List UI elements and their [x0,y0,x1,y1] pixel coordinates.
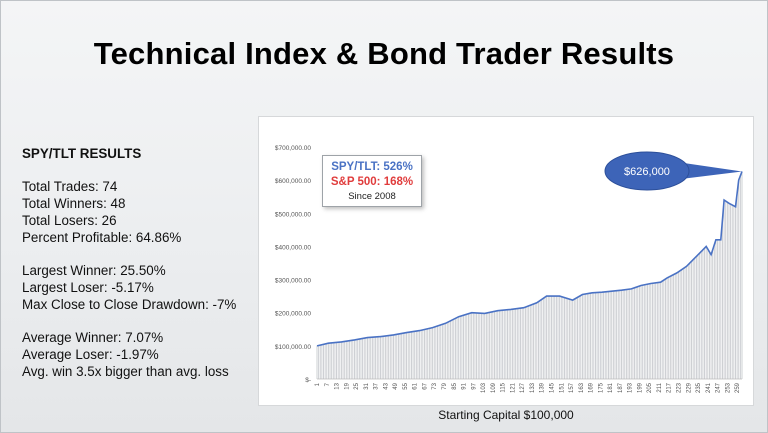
total-trades: Total Trades: 74 [22,179,118,194]
x-tick-label: 211 [657,382,663,392]
x-tick-label: 115 [501,382,507,392]
x-tick-label: 31 [364,382,370,389]
x-tick-label: 1 [315,382,321,386]
x-tick-label: 55 [403,382,409,389]
extremes-group: Largest Winner: 25.50% Largest Loser: -5… [22,262,262,313]
x-tick-label: 199 [637,382,643,393]
page-title: Technical Index & Bond Trader Results [93,36,675,71]
legend-spytlt: SPY/TLT: 526% [331,161,413,173]
x-tick-label: 79 [442,382,448,389]
callout: $626,000 [604,151,742,191]
equity-chart: $- $100,000.00 $200,000.00 $300,000.00 $400,… [258,116,754,406]
callout-pointer [677,162,742,179]
equity-line [316,171,743,347]
x-tick-label: 19 [344,382,350,389]
x-tick-label: 13 [335,382,341,389]
x-tick-label: 157 [569,382,575,393]
results-panel: SPY/TLT RESULTS Total Trades: 74 Total W… [22,145,262,396]
x-tick-label: 145 [549,382,555,393]
percent-profitable: Percent Profitable: 64.86% [22,230,182,245]
results-heading: SPY/TLT RESULTS [22,146,142,161]
win-loss-ratio: Avg. win 3.5x bigger than avg. loss [22,364,229,379]
x-tick-label: 175 [598,382,604,393]
largest-loser: Largest Loser: -5.17% [22,280,154,295]
y-axis: $- $100,000.00 $200,000.00 $300,000.00 $400,… [275,145,312,384]
x-tick-label: 91 [462,382,468,389]
performance-legend: SPY/TLT: 526% S&P 500: 168% Since 2008 [322,155,422,207]
x-axis: 1 7 13 19 25 31 37 43 49 55 61 67 73 79 85 91 97 103 109 11… [315,378,742,393]
x-tick-label: 217 [667,382,673,393]
x-tick-label: 73 [432,382,438,389]
x-tick-label: 229 [686,382,692,393]
x-tick-label: 61 [413,382,419,389]
y-tick-label: $600,000.00 [275,178,312,185]
equity-chart-svg: $- $100,000.00 $200,000.00 $300,000.00 $400,… [275,145,743,393]
x-tick-label: 193 [628,382,634,393]
x-tick-label: 43 [383,382,389,389]
x-tick-label: 103 [481,382,487,393]
y-tick-label: $700,000.00 [275,145,312,152]
y-tick-label: $400,000.00 [275,244,312,251]
total-winners: Total Winners: 48 [22,196,126,211]
x-tick-label: 133 [530,382,536,393]
x-tick-label: 241 [706,382,712,393]
x-tick-label: 25 [354,382,360,389]
x-tick-label: 253 [725,382,731,393]
x-tick-label: 127 [520,382,526,393]
max-drawdown: Max Close to Close Drawdown: -7% [22,297,237,312]
average-winner: Average Winner: 7.07% [22,330,164,345]
x-tick-label: 7 [325,382,331,386]
x-tick-label: 85 [452,382,458,389]
x-tick-label: 37 [374,382,380,389]
x-tick-label: 181 [608,382,614,393]
callout-bubble [604,151,690,191]
largest-winner: Largest Winner: 25.50% [22,263,166,278]
x-tick-label: 169 [589,382,595,393]
x-tick-label: 187 [618,382,624,393]
average-loser: Average Loser: -1.97% [22,347,159,362]
y-tick-label: $300,000.00 [275,278,312,285]
y-tick-label: $500,000.00 [275,211,312,218]
legend-since: Since 2008 [348,191,396,202]
total-losers: Total Losers: 26 [22,213,117,228]
x-tick-label: 259 [735,382,741,393]
bars-layer [316,171,743,379]
y-tick-label: $100,000.00 [275,344,312,351]
y-tick-label: $- [305,377,311,384]
trade-counts-group: Total Trades: 74 Total Winners: 48 Total… [22,178,262,246]
x-tick-label: 247 [716,382,722,393]
x-tick-label: 109 [491,382,497,393]
x-tick-label: 205 [647,382,653,393]
x-tick-label: 223 [676,382,682,393]
x-tick-label: 49 [393,382,399,389]
y-tick-label: $200,000.00 [275,311,312,318]
x-tick-label: 67 [422,382,428,389]
x-tick-label: 139 [540,382,546,393]
x-tick-label: 97 [471,382,477,389]
averages-group: Average Winner: 7.07% Average Loser: -1.… [22,329,262,380]
x-tick-label: 163 [579,382,585,393]
x-tick-label: 151 [559,382,565,393]
x-tick-label: 121 [510,382,516,393]
callout-value: $626,000 [624,166,670,178]
x-tick-label: 235 [696,382,702,393]
legend-sp500: S&P 500: 168% [330,176,414,188]
chart-caption: Starting Capital $100,000 [438,408,574,422]
